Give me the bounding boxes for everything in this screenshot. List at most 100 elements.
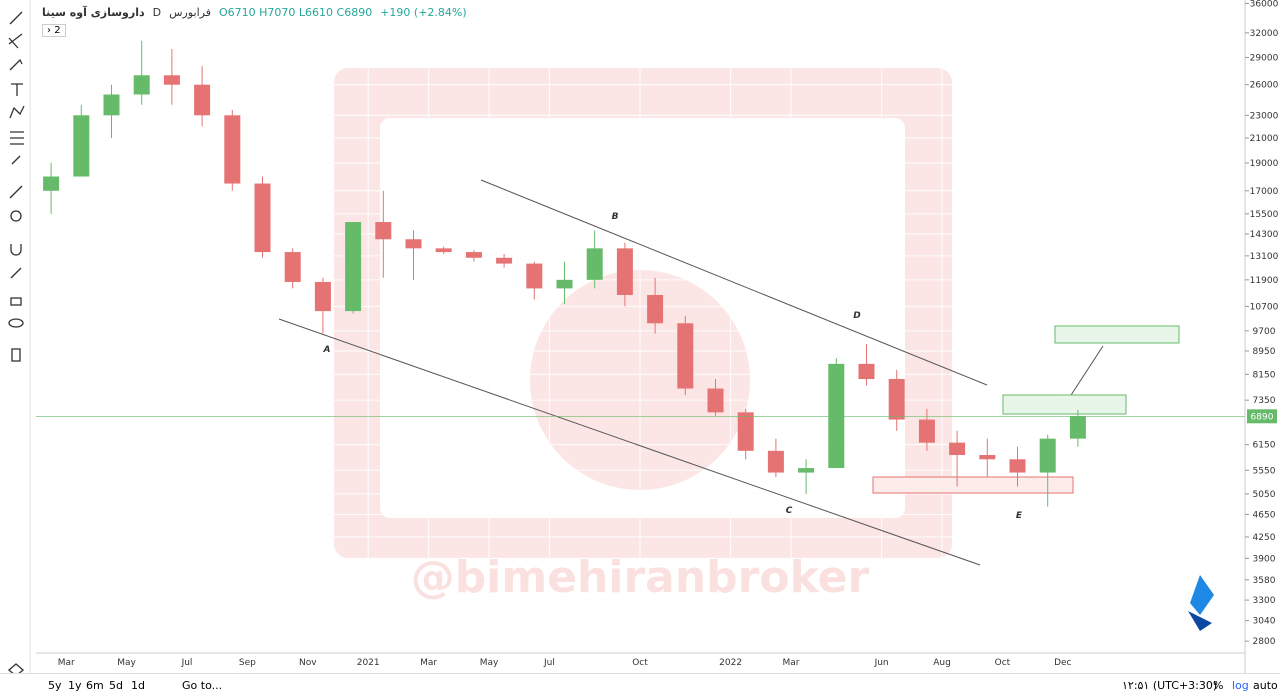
annotation: E (1016, 511, 1023, 521)
zones (872, 325, 1180, 494)
candle-body (1069, 416, 1086, 439)
candle-body (405, 239, 422, 249)
y-tick-label: 3040 (1253, 617, 1276, 627)
y-tick-label: 5050 (1253, 490, 1276, 500)
candle-body (918, 419, 935, 443)
y-tick-label: 5550 (1253, 466, 1276, 476)
candle-body (858, 363, 875, 379)
candle-body (647, 294, 664, 324)
last-price-box (1247, 409, 1277, 424)
y-tick-label: 19000 (1250, 159, 1279, 169)
y-tick-label: 8950 (1253, 347, 1276, 357)
log-toggle[interactable]: log (1232, 679, 1249, 692)
candle-body (284, 252, 301, 282)
footer: 5y 1y 6m 5d 1d Go to... ۱۲:۵۱ (UTC+3:30)… (0, 673, 1280, 698)
range[interactable]: 5y (48, 679, 62, 692)
range[interactable]: 1d (131, 679, 145, 692)
y-tick-label: 3580 (1253, 576, 1276, 586)
indicators-toggle[interactable]: › 2 (42, 24, 66, 37)
y-tick-label: 13100 (1250, 252, 1279, 262)
chart: @bimehiranbroker 36000 32000 29000 26000 2300… (0, 0, 1279, 673)
candle-body (465, 252, 482, 258)
candle-body (1039, 438, 1056, 473)
candle-body (949, 442, 966, 456)
annotation: C (786, 506, 793, 516)
broker-logo (1188, 575, 1214, 631)
y-tick-label: 10700 (1250, 302, 1279, 312)
y-tick-label: 29000 (1250, 53, 1279, 63)
x-tick-label: Oct (632, 658, 648, 668)
y-tick-label: 15500 (1250, 210, 1279, 220)
candle-body (496, 257, 513, 264)
x-tick-label: Jul (181, 658, 193, 668)
candle-body (345, 222, 362, 312)
indicators-count: 2 (54, 25, 61, 36)
exchange: فرابورس (169, 6, 211, 19)
change: +190 (+2.84%) (380, 6, 467, 19)
last-price-label: 6890 (1251, 412, 1274, 422)
candle-body (43, 176, 60, 191)
x-tick-label: Mar (420, 658, 437, 668)
candle-body (103, 94, 120, 116)
annotation: B (612, 212, 619, 222)
range[interactable]: 5d (109, 679, 123, 692)
toolbar (0, 0, 30, 673)
annotation: A (323, 345, 331, 355)
percent-toggle[interactable]: % (1213, 679, 1224, 692)
candle-body (707, 388, 724, 413)
candle-body (375, 222, 392, 240)
annotation: D (853, 311, 861, 321)
candle-body (556, 279, 573, 289)
candle-body (677, 323, 694, 389)
y-tick-label: 3300 (1253, 596, 1276, 606)
y-tick-label: 26000 (1250, 81, 1279, 91)
y-tick-label: 21000 (1250, 134, 1279, 144)
candle-body (254, 183, 271, 253)
x-tick-label: Mar (783, 658, 800, 668)
candle-body (194, 84, 211, 116)
candle-body (224, 115, 241, 184)
x-tick-label: Jul (543, 658, 555, 668)
x-tick-label: May (117, 658, 136, 668)
y-tick-label: 14300 (1250, 230, 1279, 240)
candle-body (616, 248, 633, 295)
watermark: @bimehiranbroker (411, 552, 870, 603)
watermark-logo (36, 0, 1245, 653)
candle-body (798, 468, 815, 473)
y-tick-label: 8150 (1253, 370, 1276, 380)
x-tick-label: Nov (299, 658, 317, 668)
range[interactable]: 1y (68, 679, 82, 692)
y-tick-label: 4250 (1253, 533, 1276, 543)
candle-body (526, 263, 543, 289)
x-tick-label: Sep (239, 658, 256, 668)
candle-body (163, 75, 180, 85)
candle-body (133, 75, 150, 95)
y-tick-label: 3900 (1253, 554, 1276, 564)
y-tick-label: 9700 (1253, 327, 1276, 337)
candle-body (314, 281, 331, 312)
goto[interactable]: Go to... (182, 679, 223, 692)
header: داروسازی آوه سینا D فرابورس O6710 H7070 … (42, 6, 467, 19)
candle-body (888, 378, 905, 420)
y-tick-label: 4650 (1253, 510, 1276, 520)
auto-toggle[interactable]: auto (1253, 679, 1278, 692)
x-tick-label: Jun (874, 658, 889, 668)
x-tick-label: Oct (995, 658, 1011, 668)
candle-body (73, 115, 90, 177)
candle-body (737, 412, 754, 451)
interval: D (152, 6, 162, 19)
x-tick-label: May (480, 658, 499, 668)
x-tick-label: Aug (933, 658, 951, 668)
toolbar-icons[interactable] (8, 11, 25, 673)
y-tick-label: 7350 (1253, 396, 1276, 406)
y-tick-label: 6150 (1253, 441, 1276, 451)
y-tick-label: 23000 (1250, 111, 1279, 121)
ohlc: O6710 H7070 L6610 C6890 (219, 6, 373, 19)
range[interactable]: 6m (86, 679, 104, 692)
candle-body (435, 248, 452, 253)
candle-body (1009, 459, 1026, 473)
candle-body (828, 363, 845, 469)
x-tick-label: Dec (1054, 658, 1071, 668)
x-tick-label: Mar (58, 658, 75, 668)
time: ۱۲:۵۱ (UTC+3:30) (1122, 679, 1218, 692)
